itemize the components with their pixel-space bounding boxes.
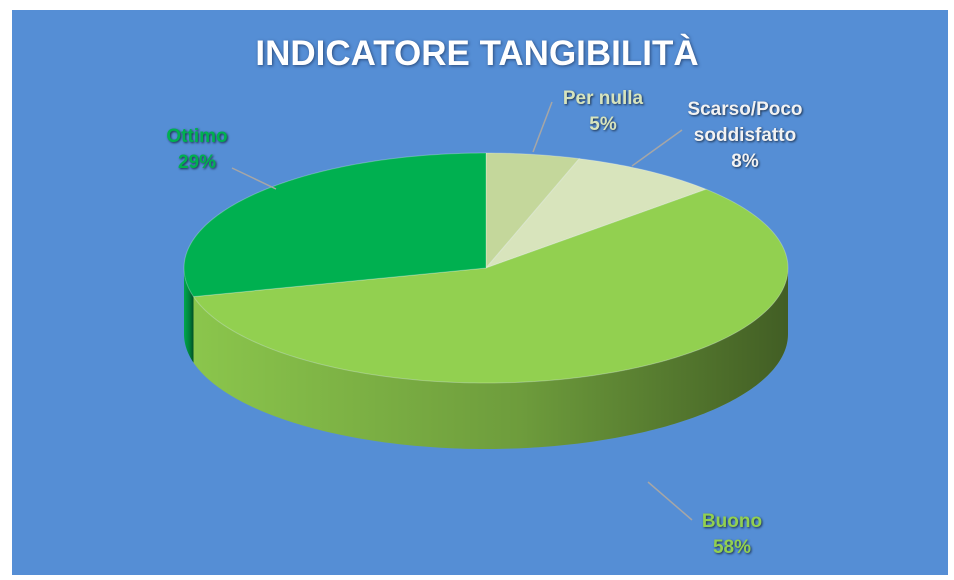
- category-label: Scarso/Poco soddisfatto: [687, 99, 803, 146]
- category-label: Buono: [701, 511, 763, 532]
- leader-line: [231, 167, 277, 190]
- slice: [192, 188, 789, 384]
- value-label: 8%: [731, 151, 759, 172]
- leader-line: [647, 481, 693, 521]
- slice-side-shade: [184, 268, 194, 363]
- chart-title: INDICATORE TANGIBILITÀ: [255, 34, 699, 73]
- data-label: Buono 58%: [702, 509, 762, 561]
- value-label: 5%: [589, 114, 617, 135]
- data-label: Ottimo 29%: [166, 124, 227, 176]
- leader-line: [631, 129, 683, 167]
- value-label: 29%: [177, 152, 217, 173]
- leader-line: [532, 101, 553, 153]
- data-label: Per nulla 5%: [563, 86, 643, 138]
- category-label: Per nulla: [562, 88, 644, 109]
- slice: [183, 152, 487, 298]
- slice: [485, 152, 581, 270]
- slice: [484, 158, 708, 270]
- data-label: Scarso/Poco soddisfatto 8%: [670, 97, 820, 175]
- value-label: 58%: [712, 537, 752, 558]
- category-label: Ottimo: [166, 126, 228, 147]
- slice-side-shade: [193, 268, 788, 449]
